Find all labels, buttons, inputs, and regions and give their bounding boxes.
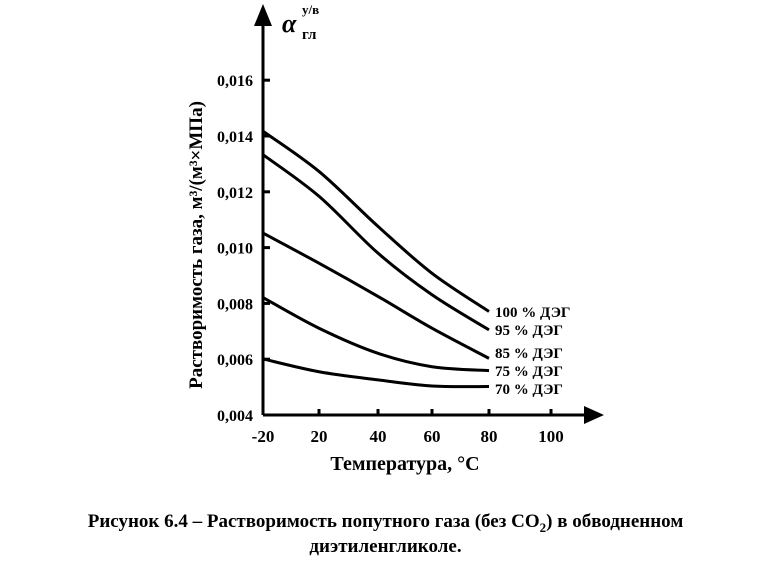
y-tick-label: 0,004	[217, 408, 253, 425]
x-tick-label: 80	[481, 427, 498, 446]
series-label: 95 % ДЭГ	[495, 323, 563, 339]
series-label: 85 % ДЭГ	[495, 346, 563, 362]
x-tick-label: 20	[311, 427, 328, 446]
series-label: 75 % ДЭГ	[495, 364, 563, 380]
series-label: 70 % ДЭГ	[495, 382, 563, 398]
series-line	[262, 296, 490, 373]
y-tick-label: 0,006	[217, 352, 253, 369]
series-line	[262, 357, 490, 389]
y-tick-label: 0,014	[217, 129, 253, 146]
series-line	[262, 231, 490, 360]
y-axis-arrow-icon	[254, 4, 272, 26]
x-tick-label: 40	[370, 427, 387, 446]
x-axis-label: Температура, °C	[330, 453, 479, 475]
x-tick-label: 60	[424, 427, 441, 446]
caption-line1-a: Рисунок 6.4 – Растворимость попутного га…	[87, 511, 540, 532]
chart: -20 20 40 60 80 100 0,004 0,006 0,008 0,010 0,012…	[186, 2, 604, 475]
x-tick-label: -20	[252, 427, 275, 446]
figure-caption-line2: диэтиленгликоле.	[309, 536, 462, 557]
y-tick-label: 0,008	[217, 296, 253, 313]
series-line	[262, 153, 490, 332]
x-tick-label: 100	[538, 427, 564, 446]
y-tick-label: 0,016	[217, 73, 253, 90]
x-axis-arrow-icon	[584, 406, 604, 424]
y-symbol-sup: у/в	[302, 2, 319, 17]
caption-line1-b: ) в обводненном	[546, 511, 684, 532]
series-line	[262, 130, 490, 313]
series-label: 100 % ДЭГ	[495, 305, 570, 321]
caption-line1-sub: 2	[539, 519, 547, 535]
y-symbol: α	[282, 9, 297, 38]
y-tick-label: 0,010	[217, 241, 253, 258]
y-axis-label: Растворимость газа, м³/(м³×МПа)	[186, 101, 207, 389]
figure-caption: Рисунок 6.4 – Растворимость попутного га…	[0, 510, 771, 540]
y-symbol-sub: гл	[302, 27, 317, 43]
y-tick-label: 0,012	[217, 185, 253, 202]
